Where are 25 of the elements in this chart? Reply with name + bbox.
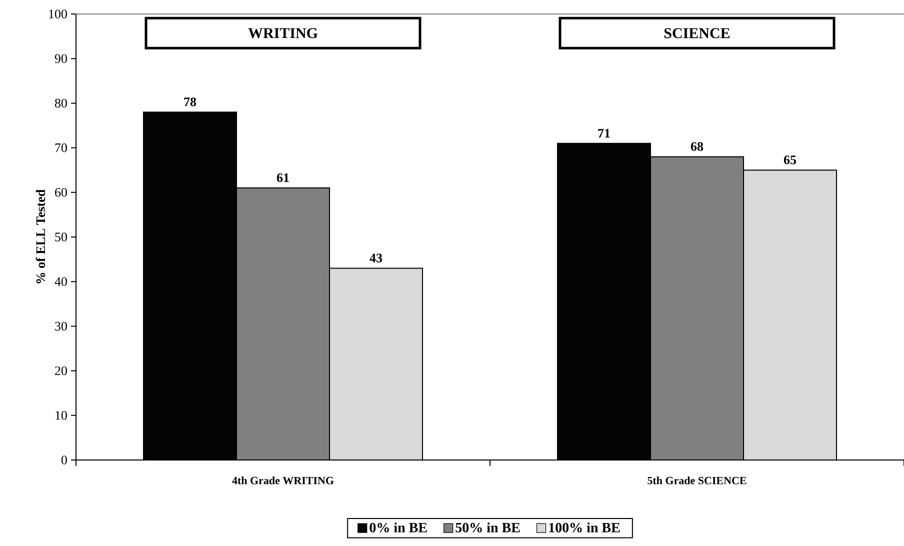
data-label: 65 bbox=[784, 156, 796, 164]
y-tick-label: 100 bbox=[49, 10, 67, 18]
annotation: SCIENCE bbox=[664, 28, 730, 38]
y-tick-label: 30 bbox=[55, 322, 67, 331]
data-label: 61 bbox=[276, 173, 289, 182]
data-label: 68 bbox=[690, 142, 704, 151]
y-tick-label: 60 bbox=[55, 188, 67, 197]
annotation: WRITING bbox=[248, 28, 318, 38]
y-tick-label: 50 bbox=[55, 232, 67, 242]
x-tick-label: 4th Grade WRITING bbox=[232, 476, 334, 484]
x-tick-label: 5th Grade SCIENCE bbox=[648, 476, 746, 484]
legend-label: 0% in BE bbox=[370, 522, 427, 532]
legend-label: 50% in BE bbox=[456, 522, 520, 532]
legend-label: 100% in BE bbox=[549, 522, 620, 532]
y-tick-label: 40 bbox=[54, 277, 67, 286]
y-axis-title: % of ELL Tested bbox=[36, 190, 46, 284]
y-tick-label: 0 bbox=[61, 456, 67, 464]
y-tick-label: 20 bbox=[55, 366, 67, 376]
data-label: 78 bbox=[184, 98, 196, 106]
data-label: 71 bbox=[598, 128, 610, 138]
y-tick-label: 70 bbox=[55, 143, 67, 152]
y-tick-label: 80 bbox=[54, 98, 67, 108]
data-label: 43 bbox=[370, 254, 382, 262]
y-tick-label: 90 bbox=[54, 54, 67, 63]
y-tick-label: 10 bbox=[56, 411, 67, 420]
